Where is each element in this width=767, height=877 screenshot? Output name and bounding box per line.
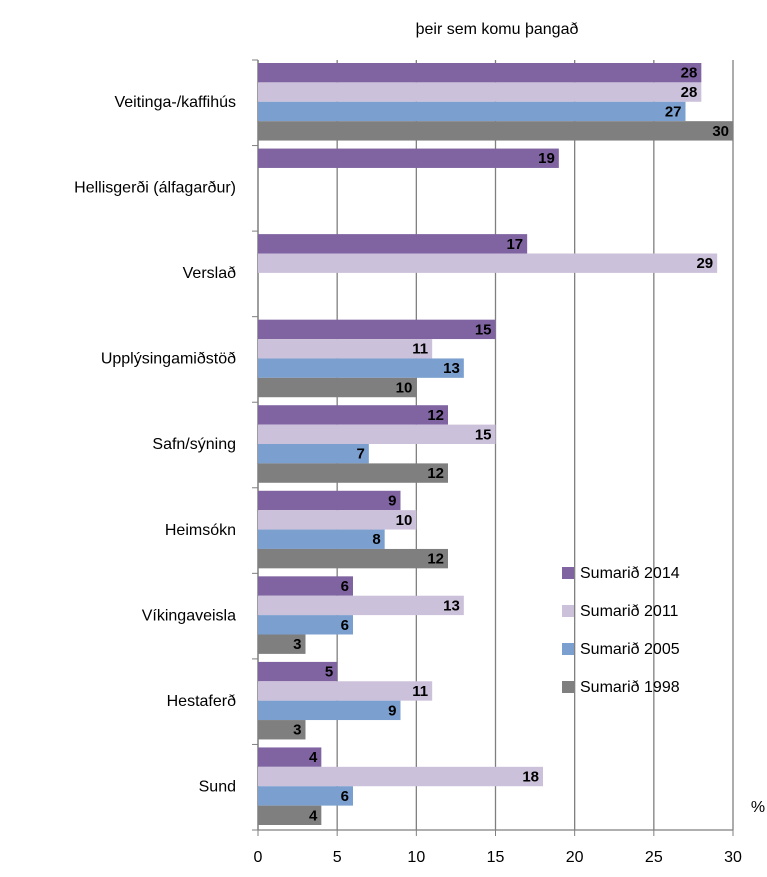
value-label: 11 [412,341,428,358]
bar [258,595,464,616]
bar [258,63,702,83]
value-label: 10 [396,512,413,529]
bar [258,700,401,721]
value-label: 3 [293,722,301,739]
value-label: 6 [341,617,349,634]
legend-label: Sumarið 2014 [580,565,680,582]
value-label: 28 [681,65,698,82]
legend-swatch [562,681,574,693]
value-label: 12 [427,407,444,424]
bar [258,82,702,102]
bar [258,234,528,254]
y-tick-label: Veitinga-/kaffihús [114,94,236,111]
value-label: 9 [388,702,396,719]
x-tick-label: 30 [724,849,742,866]
x-tick-label: 0 [254,849,263,866]
bar [258,786,353,806]
bar [258,405,448,425]
value-label: 17 [506,236,523,253]
chart-title: þeir sem komu þangað [416,21,579,38]
bar [258,319,496,340]
bar [258,121,733,141]
bar [258,101,686,122]
value-label: 12 [427,465,444,482]
value-label: 3 [293,636,301,653]
value-label: 19 [538,150,555,167]
value-label: 7 [356,446,364,463]
value-label: 9 [388,492,396,509]
bar [258,720,306,740]
y-tick-label: Hellisgerði (álfagarður) [74,180,236,197]
value-label: 15 [475,426,492,443]
bar [258,339,433,359]
bar [258,463,448,483]
bar [258,529,385,549]
value-label: 4 [309,807,318,824]
y-tick-label: Heimsókn [165,522,236,539]
bar [258,576,353,596]
y-tick-label: Verslað [183,265,236,282]
y-tick-label: Upplýsingamiðstöð [101,351,236,368]
y-tick-label: Víkingaveisla [142,607,236,624]
bar [258,148,559,168]
x-tick-label: 20 [566,849,584,866]
legend-label: Sumarið 2005 [580,641,680,658]
value-label: 27 [665,103,682,120]
bar [258,634,306,654]
value-label: 12 [427,551,444,568]
value-label: 28 [681,84,698,101]
bar [258,661,338,682]
bar [258,548,448,569]
bar [258,681,433,701]
y-tick-label: Sund [199,778,236,795]
bar [258,424,496,444]
x-tick-label: 10 [407,849,425,866]
y-tick-label: Safn/sýning [152,436,236,453]
x-axis-label: % [751,799,765,816]
x-tick-label: 15 [487,849,505,866]
bar [258,253,718,273]
value-label: 11 [412,683,428,700]
value-label: 10 [396,379,413,396]
bar [258,766,543,787]
value-label: 18 [522,768,539,785]
value-label: 13 [443,597,460,614]
bar [258,805,322,825]
bar [258,510,417,530]
value-label: 30 [712,123,729,140]
legend-label: Sumarið 2011 [580,603,679,620]
value-label: 13 [443,360,460,377]
legend-swatch [562,643,574,655]
value-label: 5 [325,664,333,681]
bar [258,490,401,511]
x-tick-label: 5 [333,849,342,866]
bar [258,358,464,378]
legend-swatch [562,605,574,617]
bar [258,615,353,635]
y-tick-label: Hestaferð [167,693,236,710]
legend-swatch [562,567,574,579]
value-label: 29 [696,255,713,272]
legend-label: Sumarið 1998 [580,679,680,696]
bar [258,747,322,767]
bar [258,377,417,398]
value-label: 6 [341,578,349,595]
bar [258,444,369,464]
value-label: 8 [372,531,380,548]
x-tick-label: 25 [645,849,663,866]
value-label: 6 [341,788,349,805]
value-label: 15 [475,321,492,338]
value-label: 4 [309,749,318,766]
